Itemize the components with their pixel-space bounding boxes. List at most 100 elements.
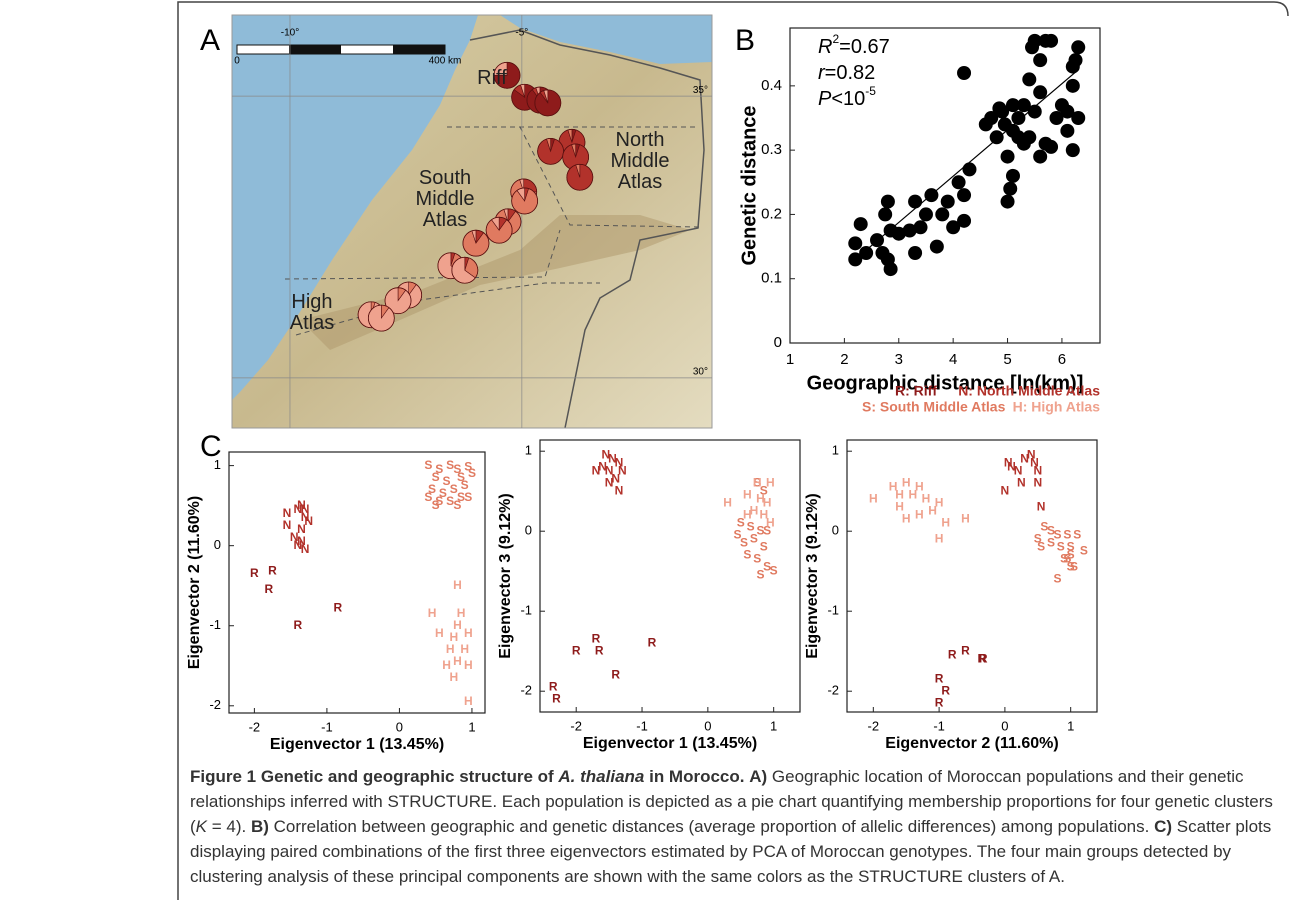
region-boundary [295,282,600,336]
frame [177,1,1289,900]
x-tick-label: -2 [249,719,261,734]
annotation-part: <10 [831,88,865,110]
point-marker: H [442,658,451,672]
point [1065,143,1080,158]
lat-label: 35° [693,85,708,96]
point-marker: R [592,631,601,645]
point-marker: S [1060,551,1068,565]
scale-label: 0 [234,56,240,67]
caption-text: Figure 1 Genetic and geographic structur… [190,767,559,786]
x-tick-label: 0 [396,719,403,734]
point [848,236,863,251]
point-marker: H [889,479,898,493]
y-tick-label: 0.2 [761,205,782,222]
point-marker: H [743,507,752,521]
point [946,220,961,235]
lon-label: -5° [515,28,528,39]
y-tick-label: 1 [525,443,532,458]
point [951,175,966,190]
pie-location [462,229,490,257]
point [859,246,874,260]
point [989,130,1004,145]
x-axis-label: Eigenvector 1 (13.45%) [583,735,757,752]
point-marker: S [468,466,476,480]
point [1033,149,1048,164]
point-marker: S [1054,527,1062,541]
y-tick-label: 0 [832,523,839,538]
point-marker: R [648,635,657,649]
pie-location [367,304,395,332]
point-marker: N [297,522,306,536]
point [978,117,993,132]
point-marker: S [464,459,472,473]
point-marker: R [979,651,988,665]
x-tick-label: -2 [570,718,582,733]
point [1065,78,1080,93]
scale-label: 400 km [429,56,462,67]
caption-text: A. thaliana [558,767,645,786]
point [940,194,955,209]
point [997,117,1012,132]
point-marker: H [756,491,765,505]
point [1027,33,1042,48]
point-marker: R [611,667,620,681]
point-marker: H [895,499,904,513]
y-axis-label: Genetic distance [738,105,760,265]
pie-location [384,287,412,315]
point-marker: N [592,463,601,477]
point-marker: N [297,534,306,548]
x-tick-label: -1 [933,718,945,733]
region-boundary [519,126,701,228]
point-marker: R [948,647,957,661]
point-marker: H [922,491,931,505]
point-marker: S [740,535,748,549]
point-marker: H [449,630,458,644]
point [1060,123,1075,138]
point-marker: S [763,523,771,537]
annotation-part: R [818,36,832,58]
point [1011,130,1026,145]
point-marker: S [443,474,451,488]
point-marker: N [1033,463,1042,477]
x-tick-label: -1 [321,719,333,734]
point-marker: S [424,458,432,472]
x-axis-label: Geographic distance [ln(km)] [807,372,1084,394]
x-tick-label: -1 [636,718,648,733]
caption-text: in Morocco. [644,767,745,786]
caption-text: C) [1154,817,1173,836]
point-marker: R [268,563,277,577]
point-marker: N [615,483,624,497]
y-tick-label: 1 [832,443,839,458]
x-tick-label: 2 [840,351,848,368]
region-label: North Middle Atlas [610,129,670,193]
point-marker: H [895,487,904,501]
x-tick-label: 1 [468,719,475,734]
point-marker: H [763,495,772,509]
point [957,188,972,203]
point-marker: S [432,470,440,484]
point-marker: H [766,515,775,529]
point-marker: H [457,606,466,620]
point-marker: S [737,515,745,529]
caption-text: Scatter plots displaying paired combinat… [190,817,1272,886]
point-marker: S [432,498,440,512]
annotation: r=0.82 [818,62,875,84]
point-marker: S [1034,531,1042,545]
caption-text: Geographic location of Moroccan populati… [190,767,1273,836]
point-marker: S [1040,519,1048,533]
point-marker: S [446,458,454,472]
point-marker: S [457,490,465,504]
y-axis-label: Eigenvector 2 (11.60%) [186,496,203,669]
fit-line [854,69,1079,260]
pie-location [534,89,562,117]
annotation-part: 2 [832,32,839,46]
y-tick-label: 0 [774,334,782,351]
region-boundary [284,229,561,280]
legend-entry: H: High Atlas [1013,399,1101,415]
pie-location [451,256,479,284]
point [1049,111,1064,125]
region-label: South Middle Atlas [415,167,475,231]
point-marker: N [294,538,303,552]
point [908,246,923,260]
